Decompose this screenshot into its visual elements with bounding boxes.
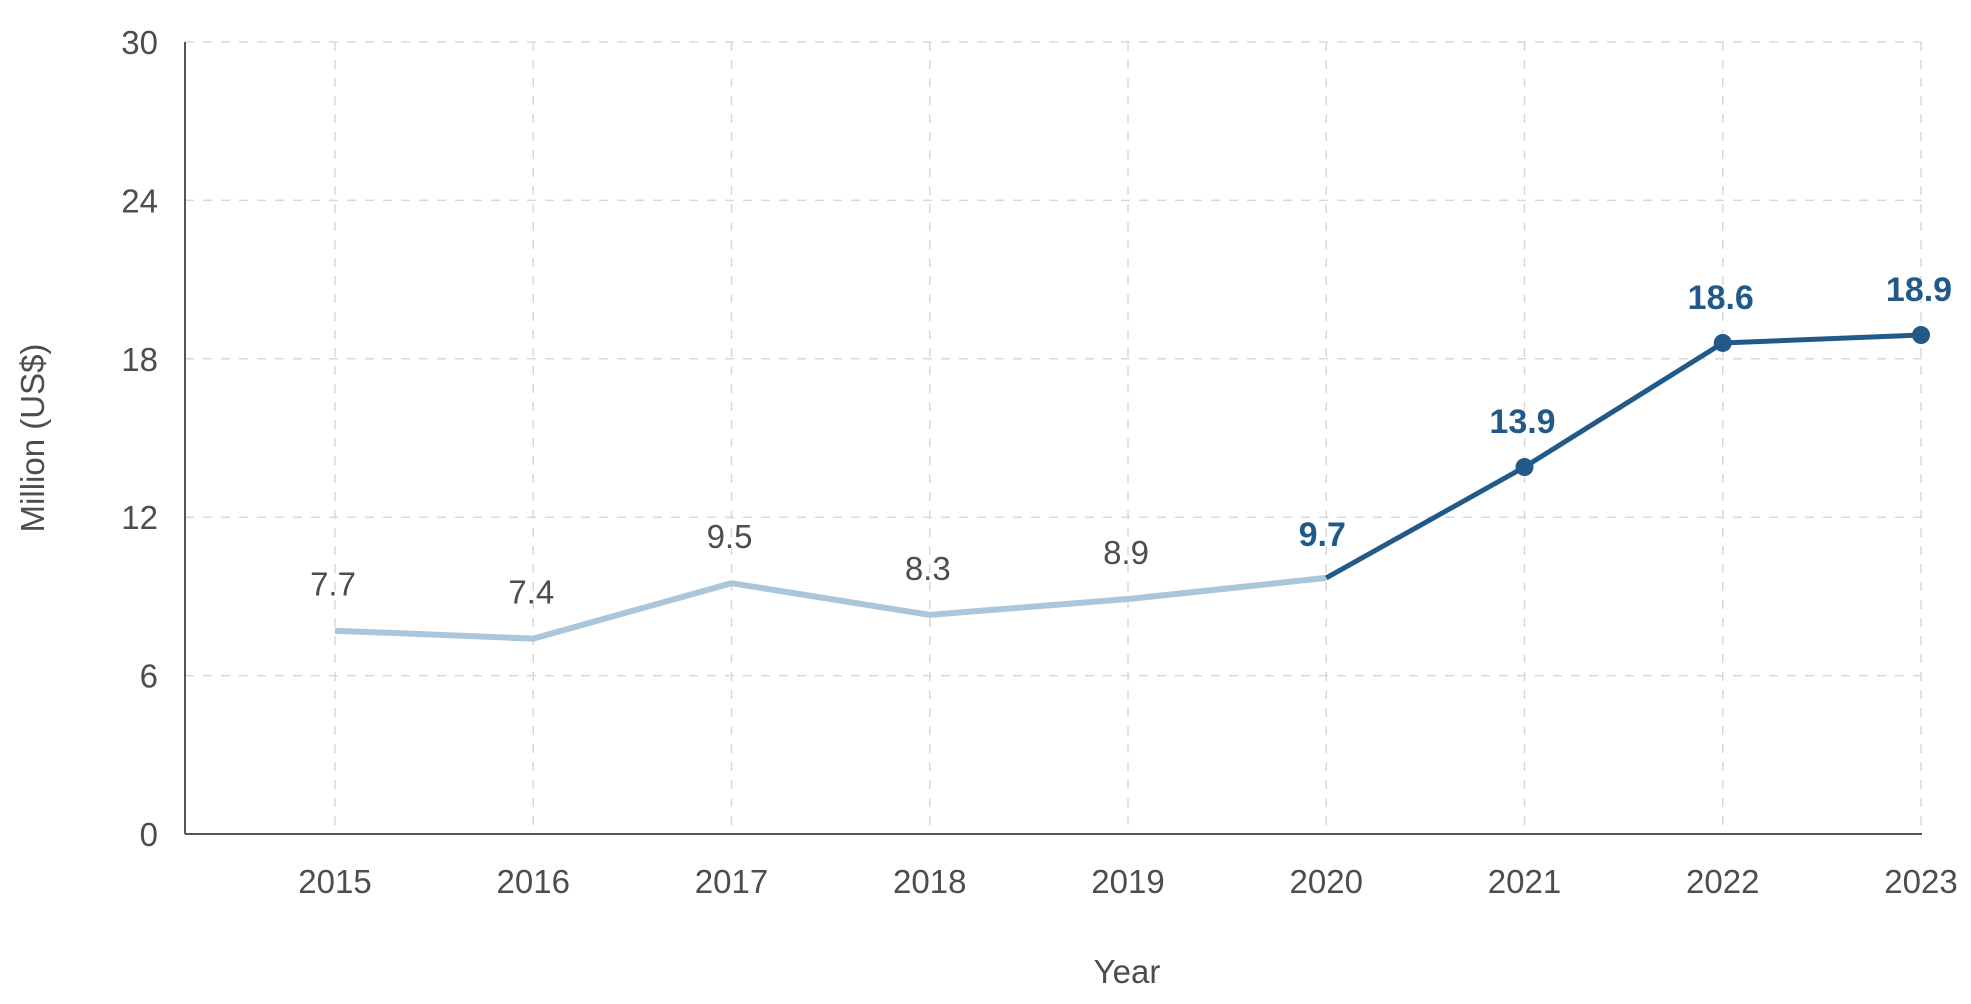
data-label: 7.4 bbox=[508, 574, 554, 611]
data-label: 8.9 bbox=[1103, 534, 1149, 571]
y-tick-label: 12 bbox=[121, 499, 158, 536]
x-tick-label: 2023 bbox=[1884, 863, 1957, 900]
data-label: 18.6 bbox=[1688, 279, 1754, 317]
x-tick-label: 2021 bbox=[1488, 863, 1561, 900]
data-label: 9.5 bbox=[707, 518, 753, 555]
data-point-marker bbox=[1912, 326, 1930, 345]
series-line-historical bbox=[334, 574, 1327, 642]
data-label: 7.7 bbox=[310, 566, 356, 603]
grid bbox=[185, 41, 1922, 834]
series bbox=[334, 326, 1930, 642]
data-point-marker bbox=[1515, 458, 1534, 477]
x-axis-title: Year bbox=[1094, 953, 1161, 990]
y-axis-ticks: 0 6 12 18 24 30 bbox=[121, 24, 158, 853]
x-tick-label: 2018 bbox=[893, 863, 966, 900]
y-tick-label: 30 bbox=[121, 24, 158, 61]
data-labels: 7.7 7.4 9.5 8.3 8.9 9.7 13.9 18.6 18.9 bbox=[310, 271, 1952, 611]
data-point-marker bbox=[1713, 333, 1732, 352]
y-axis-title: Million (US$) bbox=[14, 344, 51, 533]
x-tick-label: 2016 bbox=[497, 863, 570, 900]
x-axis-ticks: 2015 2016 2017 2018 2019 2020 2021 2022 2023 bbox=[298, 863, 1957, 900]
y-tick-label: 0 bbox=[140, 816, 158, 853]
x-tick-label: 2017 bbox=[695, 863, 768, 900]
y-tick-label: 6 bbox=[140, 658, 158, 695]
x-tick-label: 2015 bbox=[298, 863, 371, 900]
data-label: 8.3 bbox=[905, 550, 951, 587]
y-tick-label: 24 bbox=[121, 182, 158, 219]
data-label: 13.9 bbox=[1489, 403, 1555, 441]
y-tick-label: 18 bbox=[121, 341, 158, 378]
data-label: 9.7 bbox=[1299, 516, 1346, 554]
series-line-recent bbox=[1325, 332, 1922, 581]
axes bbox=[184, 42, 1922, 835]
x-tick-label: 2022 bbox=[1686, 863, 1759, 900]
data-label: 18.9 bbox=[1886, 271, 1952, 309]
x-tick-label: 2020 bbox=[1290, 863, 1363, 900]
x-tick-label: 2019 bbox=[1091, 863, 1164, 900]
